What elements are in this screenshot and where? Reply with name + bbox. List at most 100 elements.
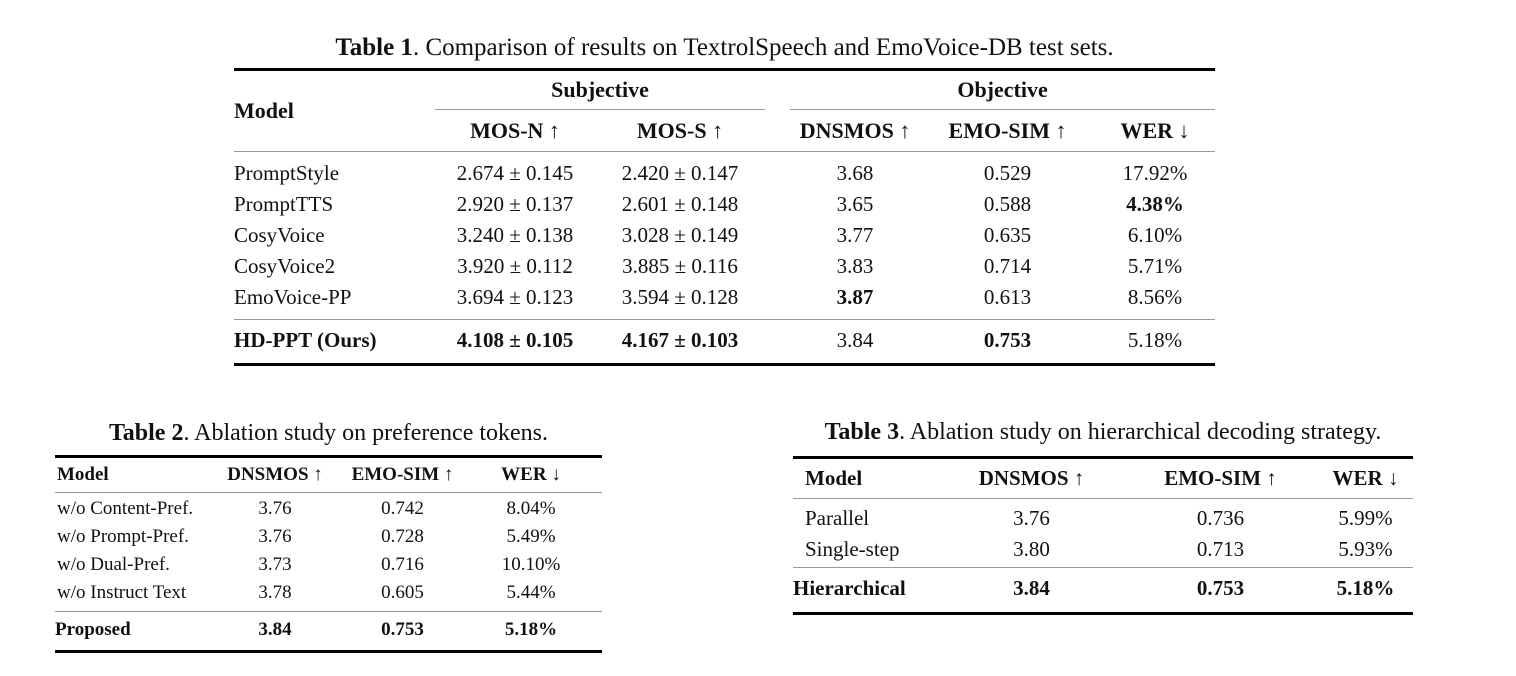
- value-cell: 5.49%: [506, 526, 556, 547]
- value-cell: 0.753: [345, 611, 460, 652]
- value-cell: 0.613: [983, 285, 1032, 309]
- table1-caption-label: Table 1: [335, 34, 413, 61]
- row-label: Parallel: [805, 506, 870, 530]
- table1-header-model: Model: [234, 69, 435, 152]
- table-row-proposed: Proposed 3.84 0.753 5.18%: [55, 611, 602, 652]
- value-cell: 0.588: [983, 192, 1032, 216]
- value-cell: 0.742: [381, 498, 424, 519]
- table-row: w/o Instruct Text 3.78 0.605 5.44%: [55, 579, 602, 612]
- table-row: CosyVoice2 3.920 ± 0.112 3.885 ± 0.116 3…: [234, 251, 1215, 282]
- value-cell: 3.76: [1013, 506, 1050, 530]
- value-cell: 5.99%: [1338, 506, 1393, 530]
- row-label: HD-PPT (Ours): [234, 319, 435, 365]
- value-cell: 0.728: [381, 526, 424, 547]
- value-cell: 2.674 ± 0.145: [456, 161, 574, 185]
- value-cell: 8.04%: [506, 498, 556, 519]
- value-cell: 3.80: [1013, 537, 1050, 561]
- value-cell: 3.65: [836, 192, 874, 216]
- value-cell: 0.605: [381, 582, 424, 603]
- value-cell: 3.73: [258, 554, 292, 575]
- row-label: Hierarchical: [793, 567, 940, 614]
- table-row: EmoVoice-PP 3.694 ± 0.123 3.594 ± 0.128 …: [234, 282, 1215, 320]
- table1-caption-text: . Comparison of results on TextrolSpeech…: [412, 34, 1114, 61]
- row-label: w/o Content-Pref.: [57, 498, 194, 519]
- row-label: w/o Prompt-Pref.: [57, 526, 189, 547]
- value-cell: 0.714: [983, 254, 1032, 278]
- table1: Model Subjective Objective MOS-N ↑ MOS-S…: [234, 68, 1216, 366]
- column-spacer: [765, 220, 790, 251]
- value-cell: 3.77: [836, 223, 874, 247]
- column-header-model: Model: [793, 457, 940, 499]
- column-spacer: [765, 319, 791, 365]
- table-row-proposed: Hierarchical 3.84 0.753 5.18%: [793, 567, 1413, 614]
- row-label: w/o Instruct Text: [57, 582, 187, 603]
- value-cell: 3.83: [836, 254, 874, 278]
- value-cell: 0.753: [1123, 567, 1318, 614]
- value-cell: 5.71%: [1127, 254, 1183, 278]
- value-cell: 10.10%: [501, 554, 561, 575]
- value-cell: 3.028 ± 0.149: [621, 223, 739, 247]
- column-spacer: [765, 189, 790, 220]
- value-cell: 5.18%: [1318, 567, 1413, 614]
- table2-caption-label: Table 2: [108, 420, 184, 446]
- value-cell: 3.84: [790, 319, 921, 365]
- value-cell: 4.167 ± 0.103: [595, 319, 766, 365]
- column-header-dnsmos: DNSMOS ↑: [940, 457, 1123, 499]
- column-header-model: Model: [55, 456, 205, 493]
- value-cell: 8.56%: [1127, 285, 1183, 309]
- row-label: PromptStyle: [234, 161, 340, 185]
- table1-section: Table 1. Comparison of results on Textro…: [234, 34, 1216, 366]
- table-row: Single-step 3.80 0.713 5.93%: [793, 534, 1413, 568]
- column-header-wer: WER ↓: [460, 456, 602, 493]
- value-cell: 3.76: [258, 526, 292, 547]
- value-cell: 3.84: [940, 567, 1123, 614]
- column-header-wer: WER ↓: [1095, 109, 1216, 152]
- value-cell: 5.18%: [460, 611, 602, 652]
- value-cell: 3.885 ± 0.116: [622, 254, 738, 278]
- table3-caption-text: . Ablation study on hierarchical decodin…: [899, 419, 1382, 445]
- row-label: Single-step: [805, 537, 900, 561]
- value-cell: 0.713: [1196, 537, 1245, 561]
- value-cell: 0.635: [983, 223, 1032, 247]
- column-header-emo-sim: EMO-SIM ↑: [920, 109, 1096, 152]
- value-cell: 3.84: [205, 611, 345, 652]
- table2-column-header-row: Model DNSMOS ↑ EMO-SIM ↑ WER ↓: [55, 456, 602, 493]
- value-cell: 3.68: [836, 161, 874, 185]
- column-header-dnsmos: DNSMOS ↑: [205, 456, 345, 493]
- table2: Model DNSMOS ↑ EMO-SIM ↑ WER ↓ w/o Conte…: [55, 455, 602, 653]
- column-header-emo-sim: EMO-SIM ↑: [1123, 457, 1318, 499]
- value-cell: 17.92%: [1122, 161, 1188, 185]
- row-label: CosyVoice: [234, 223, 325, 247]
- column-spacer: [765, 152, 790, 190]
- table1-group-objective: Objective: [790, 69, 1216, 110]
- value-cell: 4.108 ± 0.105: [435, 319, 595, 365]
- table-row: w/o Dual-Pref. 3.73 0.716 10.10%: [55, 551, 602, 579]
- value-cell: 0.716: [381, 554, 424, 575]
- row-label: PromptTTS: [234, 192, 334, 216]
- column-spacer: [765, 70, 790, 110]
- value-cell: 3.240 ± 0.138: [456, 223, 574, 247]
- column-spacer: [765, 282, 790, 320]
- column-header-wer: WER ↓: [1318, 457, 1413, 499]
- table3-caption-label: Table 3: [824, 419, 900, 445]
- value-cell: 4.38%: [1126, 192, 1184, 216]
- value-cell: 0.736: [1196, 506, 1245, 530]
- column-header-mos-s: MOS-S ↑: [595, 109, 766, 152]
- table-row: w/o Content-Pref. 3.76 0.742 8.04%: [55, 493, 602, 524]
- table-row: w/o Prompt-Pref. 3.76 0.728 5.49%: [55, 523, 602, 551]
- row-label: Proposed: [55, 611, 205, 652]
- table1-group-subjective: Subjective: [435, 69, 766, 110]
- value-cell: 3.594 ± 0.128: [621, 285, 739, 309]
- table-row: CosyVoice 3.240 ± 0.138 3.028 ± 0.149 3.…: [234, 220, 1215, 251]
- value-cell: 3.78: [258, 582, 292, 603]
- value-cell: 5.93%: [1338, 537, 1393, 561]
- table3-column-header-row: Model DNSMOS ↑ EMO-SIM ↑ WER ↓: [793, 457, 1413, 499]
- value-cell: 2.920 ± 0.137: [456, 192, 574, 216]
- table-row: PromptTTS 2.920 ± 0.137 2.601 ± 0.148 3.…: [234, 189, 1215, 220]
- table-row-proposed: HD-PPT (Ours) 4.108 ± 0.105 4.167 ± 0.10…: [234, 319, 1216, 365]
- value-cell: 3.76: [258, 498, 292, 519]
- value-cell: 5.18%: [1095, 319, 1216, 365]
- row-label: EmoVoice-PP: [234, 285, 352, 309]
- table2-section: Table 2. Ablation study on preference to…: [55, 420, 602, 653]
- column-header-mos-n: MOS-N ↑: [435, 109, 595, 152]
